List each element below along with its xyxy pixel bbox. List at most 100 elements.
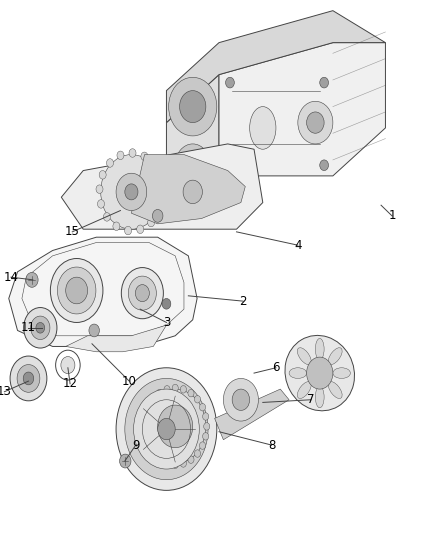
Circle shape xyxy=(135,285,149,302)
Circle shape xyxy=(23,372,34,385)
Circle shape xyxy=(203,413,209,420)
Polygon shape xyxy=(166,75,219,219)
Circle shape xyxy=(203,433,209,440)
Circle shape xyxy=(175,144,210,187)
Text: 14: 14 xyxy=(4,271,18,284)
Text: 12: 12 xyxy=(63,377,78,390)
Circle shape xyxy=(113,222,120,230)
Ellipse shape xyxy=(285,335,354,411)
Circle shape xyxy=(152,209,163,222)
Ellipse shape xyxy=(297,382,311,399)
Circle shape xyxy=(10,356,47,401)
Polygon shape xyxy=(215,389,289,440)
Circle shape xyxy=(145,403,151,411)
Circle shape xyxy=(151,160,158,169)
Ellipse shape xyxy=(289,368,307,378)
Circle shape xyxy=(66,277,88,304)
Circle shape xyxy=(101,155,162,229)
Circle shape xyxy=(96,185,103,193)
Text: 15: 15 xyxy=(65,225,80,238)
Polygon shape xyxy=(9,237,197,346)
Circle shape xyxy=(31,316,50,340)
Circle shape xyxy=(106,159,113,167)
Text: 8: 8 xyxy=(268,439,275,451)
Polygon shape xyxy=(131,155,245,224)
Circle shape xyxy=(117,151,124,159)
Text: 13: 13 xyxy=(0,385,12,398)
Ellipse shape xyxy=(333,368,350,378)
Circle shape xyxy=(232,389,250,410)
Circle shape xyxy=(125,378,208,480)
Circle shape xyxy=(223,378,258,421)
Circle shape xyxy=(124,227,131,235)
Circle shape xyxy=(61,357,75,374)
Ellipse shape xyxy=(315,338,324,360)
Circle shape xyxy=(307,112,324,133)
Circle shape xyxy=(180,91,206,123)
Circle shape xyxy=(141,433,148,440)
Circle shape xyxy=(98,200,105,208)
Circle shape xyxy=(226,160,234,171)
Text: 1: 1 xyxy=(388,209,396,222)
Text: 11: 11 xyxy=(21,321,36,334)
Circle shape xyxy=(145,389,206,464)
Ellipse shape xyxy=(250,107,276,149)
Circle shape xyxy=(129,149,136,157)
Circle shape xyxy=(26,272,38,287)
Circle shape xyxy=(164,385,170,393)
Circle shape xyxy=(134,389,199,469)
Text: 7: 7 xyxy=(307,393,315,406)
Circle shape xyxy=(298,101,333,144)
Circle shape xyxy=(128,276,156,310)
Circle shape xyxy=(150,450,156,457)
Circle shape xyxy=(172,461,178,469)
Ellipse shape xyxy=(297,348,311,365)
Circle shape xyxy=(150,395,156,403)
Circle shape xyxy=(158,173,165,182)
Circle shape xyxy=(156,390,162,397)
Circle shape xyxy=(164,460,170,467)
Circle shape xyxy=(141,423,147,430)
Circle shape xyxy=(188,390,194,397)
Circle shape xyxy=(99,171,106,179)
Circle shape xyxy=(145,442,151,449)
Text: 10: 10 xyxy=(122,375,137,387)
Circle shape xyxy=(103,213,110,221)
Circle shape xyxy=(194,395,201,403)
Text: 6: 6 xyxy=(272,361,280,374)
Circle shape xyxy=(158,418,175,440)
Ellipse shape xyxy=(328,382,342,399)
Circle shape xyxy=(24,308,57,348)
Ellipse shape xyxy=(315,386,324,408)
Polygon shape xyxy=(66,325,166,352)
Text: 4: 4 xyxy=(294,239,302,252)
Circle shape xyxy=(188,456,194,463)
Circle shape xyxy=(226,77,234,88)
Circle shape xyxy=(180,385,187,393)
Circle shape xyxy=(141,413,148,420)
Circle shape xyxy=(57,267,96,314)
Circle shape xyxy=(307,357,333,389)
Circle shape xyxy=(36,322,45,333)
Circle shape xyxy=(183,180,202,204)
Circle shape xyxy=(320,160,328,171)
Circle shape xyxy=(160,188,167,196)
Circle shape xyxy=(141,152,148,160)
Circle shape xyxy=(320,77,328,88)
Circle shape xyxy=(50,259,103,322)
Circle shape xyxy=(148,219,155,227)
Circle shape xyxy=(125,184,138,200)
Circle shape xyxy=(171,165,215,219)
Circle shape xyxy=(204,423,210,430)
Circle shape xyxy=(121,268,163,319)
Circle shape xyxy=(172,384,178,392)
Circle shape xyxy=(17,365,40,392)
Circle shape xyxy=(120,454,131,468)
Circle shape xyxy=(199,403,205,411)
Polygon shape xyxy=(219,43,385,176)
Polygon shape xyxy=(166,11,385,123)
Circle shape xyxy=(156,456,162,463)
Ellipse shape xyxy=(328,348,342,365)
Circle shape xyxy=(199,442,205,449)
Circle shape xyxy=(116,173,147,211)
